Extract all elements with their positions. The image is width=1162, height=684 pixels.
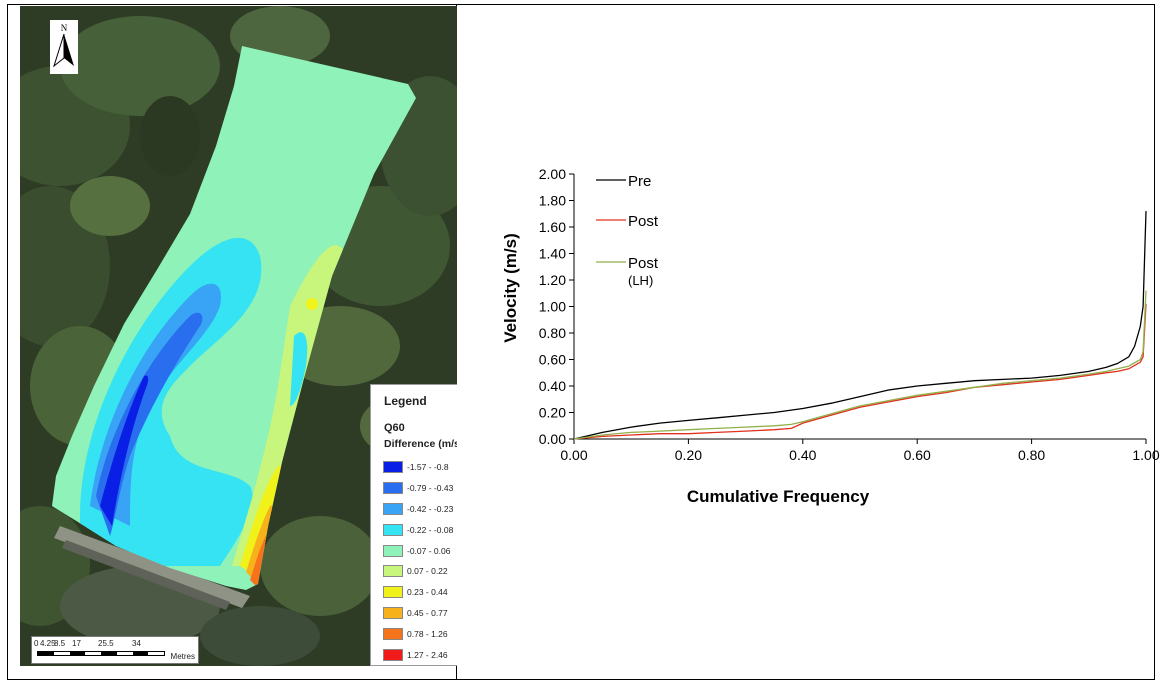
scale-bar: 0 4.258.5 17 25.5 34 Metres [31,636,199,664]
legend-class-label: 1.27 - 2.46 [407,649,448,660]
legend-class-item: -0.42 - -0.23 [383,499,453,520]
y-axis-label: Velocity (m/s) [501,233,520,343]
legend-swatch [383,648,403,661]
scale-tick-label: 34 [132,639,141,648]
y-tick-label: 1.40 [539,246,566,262]
legend-swatch [383,482,403,495]
series-line-post [573,303,1147,440]
legend-class-item: 0.07 - 0.22 [383,561,453,582]
scale-tick-label: 4.25 [40,639,56,648]
legend-class-label: -0.07 - 0.06 [407,545,451,556]
x-tick-label: 1.00 [1132,447,1159,463]
legend-class-item: -0.22 - -0.08 [383,519,453,540]
legend-swatch [383,461,403,474]
legend-field: Difference (m/s) [384,438,457,450]
legend-series-label: (LH) [628,273,653,288]
x-tick-label: 0.00 [560,447,587,463]
legend-class-item: -1.57 - -0.8 [383,457,453,478]
y-tick-label: 1.80 [539,193,566,209]
x-tick-label: 0.20 [675,447,702,463]
y-tick-label: 0.20 [539,405,566,421]
legend-class-list: -1.57 - -0.8 -0.79 - -0.43 -0.42 - -0.23 -0… [383,457,453,665]
figure-frame [7,4,1155,680]
y-tick-label: 1.60 [539,219,566,235]
weir-structure [54,526,250,610]
legend-swatch [383,565,403,578]
map-panel: N Legend Q60 Difference (m/s) -1.57 - -0… [20,6,457,666]
legend-class-label: -0.42 - -0.23 [407,503,454,514]
y-tick-label: 1.00 [539,299,566,315]
legend-series-label: Pre [628,173,651,190]
legend-class-item: -0.07 - 0.06 [383,540,453,561]
scale-tick-label: 0 [34,639,39,648]
x-tick-label: 0.40 [789,447,816,463]
legend-swatch [383,606,403,619]
chart-axes: 0.00 0.20 0.40 0.60 0.80 1.00 1.20 1.40 1.60 1.80… [539,166,1160,463]
legend-swatch [383,544,403,557]
legend-class-item: 0.78 - 1.26 [383,623,453,644]
y-tick-label: 0.80 [539,325,566,341]
map-legend: Legend Q60 Difference (m/s) -1.57 - -0.8… [370,384,457,666]
legend-class-label: -0.79 - -0.43 [407,483,454,494]
x-tick-label: 0.60 [904,447,931,463]
north-arrow-icon: N [50,20,78,74]
legend-class-label: 0.07 - 0.22 [407,566,448,577]
north-label: N [61,23,68,33]
y-tick-label: 0.40 [539,378,566,394]
legend-class-item: 0.45 - 0.77 [383,603,453,624]
velocity-cdf-chart: 0.00 0.20 0.40 0.60 0.80 1.00 1.20 1.40 1.60 1.80… [501,166,1160,506]
legend-subtitle: Q60 [384,422,405,434]
legend-class-label: -1.57 - -0.8 [407,462,449,473]
legend-class-item: 1.27 - 2.46 [383,644,453,665]
legend-class-label: 0.45 - 0.77 [407,607,448,618]
x-tick-label: 0.80 [1018,447,1045,463]
y-tick-label: 0.00 [539,431,566,447]
legend-series-label: Post [628,255,659,272]
series-line-pre [573,211,1147,440]
legend-class-label: 0.78 - 1.26 [407,628,448,639]
y-tick-label: 1.20 [539,272,566,288]
legend-class-item: -0.79 - -0.43 [383,478,453,499]
legend-swatch [383,502,403,515]
scale-tick-label: 8.5 [54,639,66,648]
scale-tick-label: 25.5 [98,639,114,648]
chart-panel: 0.00 0.20 0.40 0.60 0.80 1.00 1.20 1.40 1.60 1.80… [460,150,1160,530]
series-line-post-lh [573,290,1147,440]
scale-bar-graphic [37,651,165,656]
scale-tick-labels: 0 4.258.5 17 25.5 34 [34,639,156,648]
chart-series [573,211,1147,440]
legend-series-label: Post [628,213,659,230]
legend-class-label: -0.22 - -0.08 [407,524,454,535]
legend-swatch [383,586,403,599]
legend-title: Legend [384,394,427,408]
y-tick-label: 0.60 [539,352,566,368]
x-axis-label: Cumulative Frequency [687,487,870,506]
legend-class-label: 0.23 - 0.44 [407,587,448,598]
y-tick-label: 2.00 [539,166,566,182]
legend-swatch [383,627,403,640]
legend-swatch [383,523,403,536]
scale-units: Metres [170,652,195,661]
legend-class-item: 0.23 - 0.44 [383,582,453,603]
scale-tick-label: 17 [72,639,81,648]
